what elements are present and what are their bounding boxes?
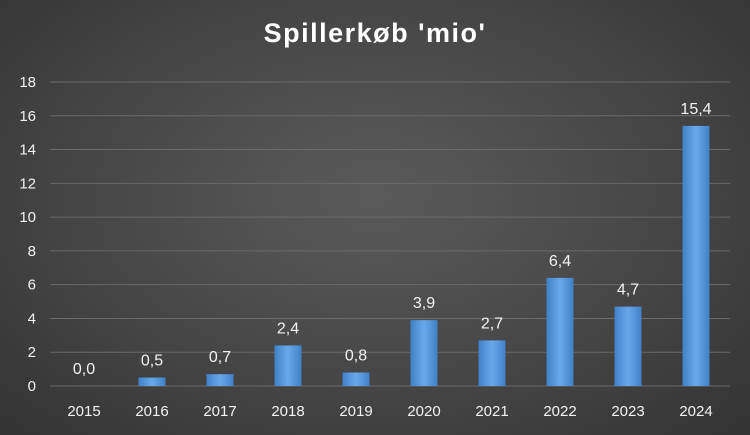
bar-2022	[546, 277, 574, 386]
bar-2021	[478, 340, 506, 386]
y-tick-label: 4	[28, 310, 36, 327]
data-label: 4,7	[617, 282, 639, 299]
x-tick-label: 2019	[339, 403, 372, 420]
bar-2016	[138, 377, 166, 386]
y-tick-label: 6	[28, 277, 36, 294]
y-tick-label: 10	[19, 209, 36, 226]
y-tick-label: 12	[19, 175, 36, 192]
y-tick-label: 2	[28, 344, 36, 361]
x-tick-label: 2015	[67, 403, 100, 420]
x-tick-label: 2023	[611, 403, 644, 420]
bar-2017	[206, 374, 234, 386]
x-tick-label: 2020	[407, 403, 440, 420]
y-tick-label: 0	[28, 378, 36, 395]
data-label: 0,7	[209, 349, 231, 366]
data-label: 0,8	[345, 347, 367, 364]
y-tick-label: 16	[19, 108, 36, 125]
y-tick-label: 18	[19, 74, 36, 91]
data-label: 0,0	[73, 361, 95, 378]
x-tick-label: 2022	[543, 403, 576, 420]
data-label: 2,7	[481, 315, 503, 332]
y-tick-label: 14	[19, 142, 36, 159]
data-label: 15,4	[680, 101, 711, 118]
x-tick-label: 2021	[475, 403, 508, 420]
bar-2023	[614, 306, 642, 386]
data-label: 2,4	[277, 320, 299, 337]
y-tick-label: 8	[28, 243, 36, 260]
chart-title: Spillerkøb 'mio'	[263, 18, 487, 48]
data-label: 6,4	[549, 253, 571, 270]
bar-2020	[410, 320, 438, 386]
data-label: 3,9	[413, 295, 435, 312]
data-label: 0,5	[141, 353, 163, 370]
x-tick-label: 2018	[271, 403, 304, 420]
x-tick-label: 2024	[679, 403, 712, 420]
bar-2024	[682, 125, 710, 387]
bar-2018	[274, 345, 302, 386]
x-tick-label: 2016	[135, 403, 168, 420]
bar-2019	[342, 372, 370, 386]
x-tick-label: 2017	[203, 403, 236, 420]
